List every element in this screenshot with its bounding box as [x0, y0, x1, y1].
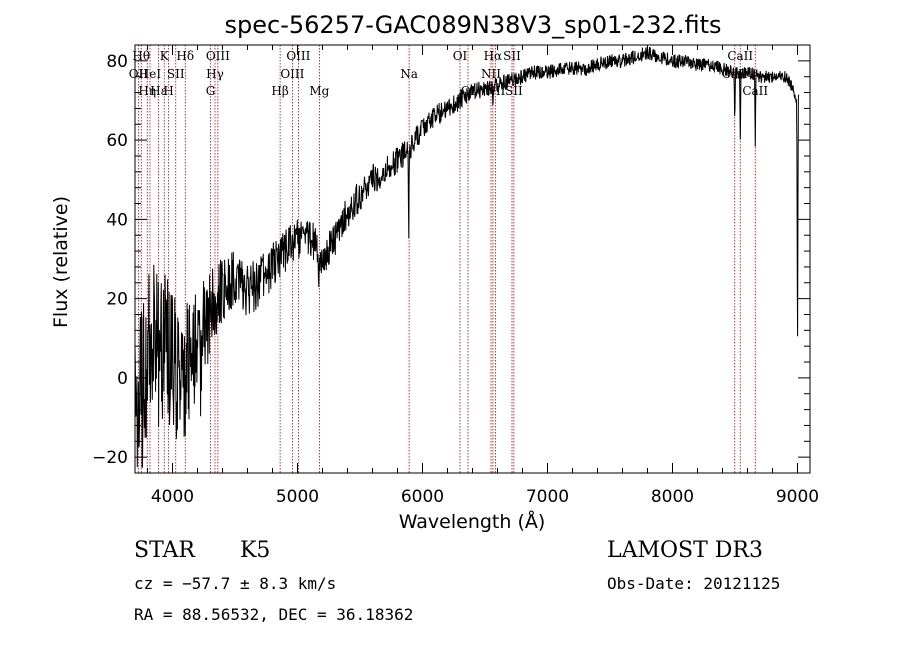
line-marker-label: SII [503, 49, 521, 63]
spectrum-chart: spec-56257-GAC089N38V3_sp01-232.fits OII… [50, 11, 819, 533]
y-tick-label: 40 [106, 210, 128, 230]
line-marker-label: Na [400, 67, 418, 81]
survey-label: LAMOST DR3 [607, 538, 763, 563]
line-marker-label: G [206, 84, 216, 98]
object-class: STAR [134, 538, 195, 563]
y-tick-label: 0 [117, 369, 128, 389]
line-marker-label: SII [167, 67, 185, 81]
x-tick-label: 4000 [151, 487, 194, 507]
y-tick-label: 60 [106, 131, 128, 151]
spectrum-series [134, 46, 800, 468]
line-marker-label: NII [481, 67, 501, 81]
line-marker-label: CaII [727, 49, 753, 63]
line-marker-label: Mg [309, 84, 329, 98]
plot-frame [134, 44, 811, 474]
line-marker-label: OIII [280, 67, 304, 81]
line-marker-labels: OII Hθ Hη HeI Hε K H SII Hδ G Hγ OIII Hβ OIII OIII Mg Na… [129, 49, 769, 98]
x-tick-label: 8000 [651, 487, 694, 507]
chart-title: spec-56257-GAC089N38V3_sp01-232.fits [225, 11, 722, 39]
y-tick-label: 80 [106, 52, 128, 72]
line-marker-label: Hβ [271, 84, 288, 98]
spectral-subclass: K5 [240, 538, 271, 563]
x-axis-label: Wavelength (Å) [399, 510, 546, 533]
y-axis-label: Flux (relative) [50, 196, 72, 328]
redshift-velocity: cz = −57.7 ± 8.3 km/s [134, 574, 337, 593]
line-marker-label: Hθ [132, 49, 150, 63]
line-marker-label: Hα [484, 49, 503, 63]
observation-date: Obs-Date: 20121125 [607, 574, 781, 593]
coordinates: RA = 88.56532, DEC = 36.18362 [134, 605, 414, 624]
y-tick-label: 20 [106, 290, 128, 310]
line-marker-label: OI [453, 49, 468, 63]
line-marker-label: OII [129, 67, 149, 81]
x-tick-label: 6000 [401, 487, 444, 507]
y-tick-label: −20 [92, 448, 128, 468]
x-tick-label: 9000 [776, 487, 819, 507]
line-marker-label: Hγ [206, 67, 224, 81]
line-marker-label: H [163, 84, 173, 98]
line-marker-label: Hε [150, 84, 167, 98]
x-tick-label: 5000 [276, 487, 319, 507]
line-marker-label: Hη [138, 84, 156, 98]
x-tick-label: 7000 [526, 487, 569, 507]
line-marker-label: OIII [286, 49, 310, 63]
y-axis-ticks: −20 0 20 40 60 80 [92, 44, 810, 474]
line-marker-label: HeI [139, 67, 162, 81]
line-marker-label: K [160, 49, 170, 63]
line-marker-label: Hδ [176, 49, 194, 63]
line-marker-label: OIII [206, 49, 230, 63]
x-axis-ticks: 4000 5000 6000 7000 8000 9000 [147, 45, 819, 507]
line-marker-label: SII [505, 84, 523, 98]
